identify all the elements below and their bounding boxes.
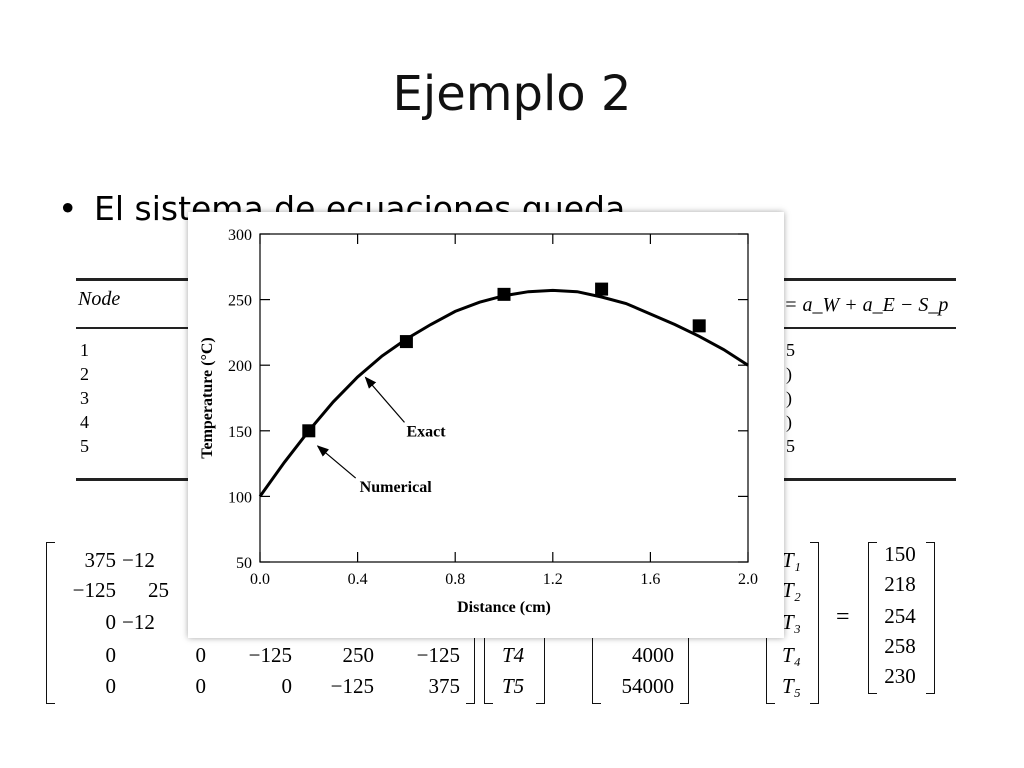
arrow-numerical xyxy=(316,445,357,479)
plot-frame xyxy=(259,233,749,563)
ap-fragment: ) xyxy=(786,388,792,408)
rhs-value: 54000 xyxy=(621,674,675,698)
y-tick-label: 300 xyxy=(228,227,252,244)
rhs-right-bracket xyxy=(680,636,689,704)
ap-fragment: 5 xyxy=(786,340,795,360)
table-header-node: Node xyxy=(78,288,121,310)
x-tick-label: 0.8 xyxy=(445,571,465,588)
matrix-cell: 0 xyxy=(281,674,293,698)
rhs-left-bracket xyxy=(592,636,601,704)
unknowns-right-bracket xyxy=(536,636,545,704)
unknowns-left-bracket xyxy=(484,636,493,704)
bullet-icon: • xyxy=(58,189,78,228)
t-vector-label: T₅ xyxy=(782,674,801,698)
arrow-exact xyxy=(364,376,405,423)
unknown-label: T5 xyxy=(502,674,525,698)
matrix-cell: 0 xyxy=(105,674,117,698)
x-tick-label: 1.2 xyxy=(543,571,563,588)
numerical-point xyxy=(302,424,316,438)
series-numerical-markers xyxy=(302,282,706,438)
axis-ticks xyxy=(259,233,749,563)
t-vector-right-bracket xyxy=(810,542,819,704)
solution-value: 254 xyxy=(884,604,916,628)
solution-value: 150 xyxy=(884,542,916,566)
slide-title: Ejemplo 2 xyxy=(392,66,632,122)
solution-left-bracket xyxy=(868,542,877,694)
matrix-cell: 0 xyxy=(105,610,117,634)
annotation-arrows xyxy=(316,376,405,479)
y-tick-label: 200 xyxy=(228,358,252,375)
table-header-ap: = a_W + a_E − S_p xyxy=(784,294,949,316)
t-vector-label: T₂ xyxy=(782,578,801,602)
y-tick-label: 250 xyxy=(228,293,252,310)
node-label: 3 xyxy=(80,388,89,408)
numerical-point xyxy=(595,282,609,296)
numerical-point xyxy=(692,319,706,333)
y-tick-label: 100 xyxy=(228,489,252,506)
ap-fragment: 5 xyxy=(786,436,795,456)
node-label: 5 xyxy=(80,436,89,456)
solution-value: 258 xyxy=(884,634,916,658)
solution-value: 218 xyxy=(884,572,916,596)
y-axis-label: Temperature (°C) xyxy=(199,337,216,458)
matrix-cell: 25 xyxy=(148,578,169,602)
y-tick-labels: 50 100 150 200 250 300 xyxy=(228,227,252,572)
series-exact-line xyxy=(258,288,749,498)
node-label: 2 xyxy=(80,364,89,384)
t-vector-label: T₄ xyxy=(782,643,801,667)
t-vector-label: T₃ xyxy=(782,610,801,634)
solution-value: 230 xyxy=(884,664,916,688)
matrix-cell: 375 xyxy=(428,674,461,698)
solution-right-bracket xyxy=(926,542,935,694)
x-tick-label: 1.6 xyxy=(640,571,660,588)
x-tick-label: 0.0 xyxy=(250,571,270,588)
matrix-cell: 0 xyxy=(195,643,207,667)
matrix-cell: −125 xyxy=(248,643,292,667)
matrix-cell: 0 xyxy=(195,674,207,698)
matrix-cell: 0 xyxy=(105,643,117,667)
matrix-cell: −125 xyxy=(72,578,116,602)
x-tick-labels: 0.0 0.4 0.8 1.2 1.6 2.0 xyxy=(250,571,758,588)
matrix-left-bracket xyxy=(46,542,55,704)
node-label: 1 xyxy=(80,340,89,360)
x-tick-label: 0.4 xyxy=(348,571,368,588)
x-axis-label: Distance (cm) xyxy=(457,599,551,616)
chart-card: 0.0 0.4 0.8 1.2 1.6 2.0 50 100 150 200 250 300 Exa… xyxy=(188,212,784,638)
y-tick-label: 150 xyxy=(228,424,252,441)
t-vector-label: T₁ xyxy=(782,548,801,572)
matrix-cell: 250 xyxy=(342,643,375,667)
matrix-cell: −12 xyxy=(122,610,155,634)
equals-sign: = xyxy=(836,604,850,630)
numerical-point xyxy=(497,287,511,301)
unknown-label: T4 xyxy=(502,643,525,667)
numerical-point xyxy=(399,335,413,349)
node-label: 4 xyxy=(80,412,89,432)
matrix-cell: −125 xyxy=(330,674,374,698)
matrix-cell: −125 xyxy=(416,643,460,667)
ap-fragment: ) xyxy=(786,364,792,384)
rhs-value: 4000 xyxy=(632,643,674,667)
annotation-numerical: Numerical xyxy=(360,479,433,496)
ap-fragment: ) xyxy=(786,412,792,432)
y-tick-label: 50 xyxy=(236,555,252,572)
annotation-exact: Exact xyxy=(406,423,446,440)
matrix-cell: 375 xyxy=(84,548,117,572)
x-tick-label: 2.0 xyxy=(738,571,758,588)
matrix-cell: −12 xyxy=(122,548,155,572)
temperature-chart: 0.0 0.4 0.8 1.2 1.6 2.0 50 100 150 200 250 300 Exa… xyxy=(199,227,758,616)
